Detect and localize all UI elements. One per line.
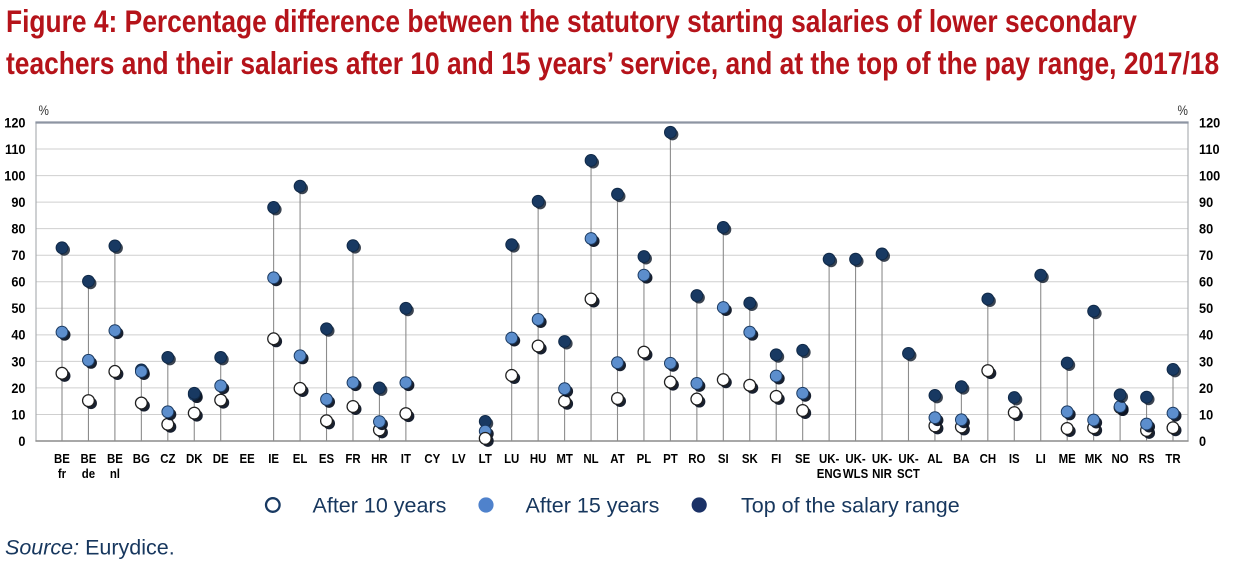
svg-text:120: 120 <box>1199 115 1220 131</box>
svg-text:HR: HR <box>371 451 388 466</box>
svg-text:SE: SE <box>795 451 810 466</box>
svg-text:fr: fr <box>58 466 66 481</box>
svg-text:NL: NL <box>583 451 599 466</box>
svg-text:100: 100 <box>4 168 25 184</box>
svg-text:60: 60 <box>11 274 25 290</box>
svg-text:After 15 years: After 15 years <box>526 494 660 518</box>
svg-text:DK: DK <box>186 451 203 466</box>
svg-text:nl: nl <box>110 466 120 481</box>
svg-text:110: 110 <box>5 141 26 157</box>
svg-text:Top of the salary range: Top of the salary range <box>741 494 960 518</box>
svg-text:LI: LI <box>1036 451 1046 466</box>
svg-text:RS: RS <box>1139 451 1155 466</box>
svg-text:40: 40 <box>1199 327 1213 343</box>
svg-text:100: 100 <box>1199 168 1220 184</box>
svg-text:AL: AL <box>927 451 943 466</box>
svg-text:MT: MT <box>556 451 573 466</box>
svg-text:PT: PT <box>663 451 678 466</box>
svg-text:BE: BE <box>107 451 123 466</box>
svg-text:DE: DE <box>213 451 229 466</box>
svg-text:TR: TR <box>1165 451 1180 466</box>
svg-text:90: 90 <box>11 194 25 210</box>
svg-text:70: 70 <box>1199 248 1213 264</box>
svg-text:UK-: UK- <box>819 451 839 466</box>
svg-text:HU: HU <box>530 451 547 466</box>
svg-text:%: % <box>1178 102 1188 118</box>
svg-text:ME: ME <box>1059 451 1076 466</box>
svg-text:SK: SK <box>742 451 758 466</box>
svg-text:20: 20 <box>11 380 25 396</box>
svg-text:80: 80 <box>1199 221 1213 237</box>
svg-text:ES: ES <box>319 451 334 466</box>
svg-text:NIR: NIR <box>872 466 892 481</box>
svg-text:BE: BE <box>81 451 97 466</box>
svg-text:CY: CY <box>424 451 441 466</box>
svg-text:BE: BE <box>54 451 70 466</box>
svg-text:IE: IE <box>268 451 279 466</box>
svg-text:EE: EE <box>240 451 255 466</box>
svg-text:LV: LV <box>452 451 466 466</box>
svg-text:MK: MK <box>1085 451 1103 466</box>
svg-text:BG: BG <box>133 451 150 466</box>
svg-text:NO: NO <box>1112 451 1129 466</box>
svg-text:PL: PL <box>637 451 652 466</box>
svg-text:UK-: UK- <box>845 451 865 466</box>
svg-text:50: 50 <box>11 301 25 317</box>
svg-text:10: 10 <box>1199 407 1213 423</box>
svg-text:RO: RO <box>688 451 705 466</box>
svg-text:FI: FI <box>771 451 781 466</box>
svg-text:LU: LU <box>504 451 519 466</box>
svg-text:30: 30 <box>11 354 25 370</box>
svg-text:After 10 years: After 10 years <box>313 494 447 518</box>
svg-text:UK-: UK- <box>898 451 918 466</box>
svg-text:SCT: SCT <box>897 466 920 481</box>
svg-text:FR: FR <box>345 451 360 466</box>
svg-text:SI: SI <box>718 451 729 466</box>
svg-text:90: 90 <box>1199 194 1213 210</box>
svg-text:IS: IS <box>1009 451 1020 466</box>
svg-text:0: 0 <box>1199 433 1206 449</box>
svg-text:60: 60 <box>1199 274 1213 290</box>
svg-text:LT: LT <box>479 451 493 466</box>
svg-text:Source: Eurydice.: Source: Eurydice. <box>5 536 175 560</box>
svg-text:30: 30 <box>1199 354 1213 370</box>
svg-text:IT: IT <box>401 451 412 466</box>
svg-text:10: 10 <box>11 407 25 423</box>
svg-text:0: 0 <box>18 433 25 449</box>
svg-text:50: 50 <box>1199 301 1213 317</box>
svg-text:UK-: UK- <box>872 451 892 466</box>
svg-text:80: 80 <box>11 221 25 237</box>
svg-text:de: de <box>82 466 95 481</box>
svg-text:110: 110 <box>1199 141 1220 157</box>
svg-text:BA: BA <box>953 451 970 466</box>
svg-text:%: % <box>39 102 49 118</box>
svg-text:40: 40 <box>11 327 25 343</box>
svg-text:CZ: CZ <box>160 451 176 466</box>
svg-text:AT: AT <box>610 451 625 466</box>
svg-text:70: 70 <box>11 248 25 264</box>
svg-text:WLS: WLS <box>843 466 868 481</box>
svg-text:CH: CH <box>980 451 997 466</box>
svg-text:120: 120 <box>4 115 25 131</box>
svg-text:20: 20 <box>1199 380 1213 396</box>
svg-text:EL: EL <box>293 451 308 466</box>
svg-text:ENG: ENG <box>817 466 842 481</box>
